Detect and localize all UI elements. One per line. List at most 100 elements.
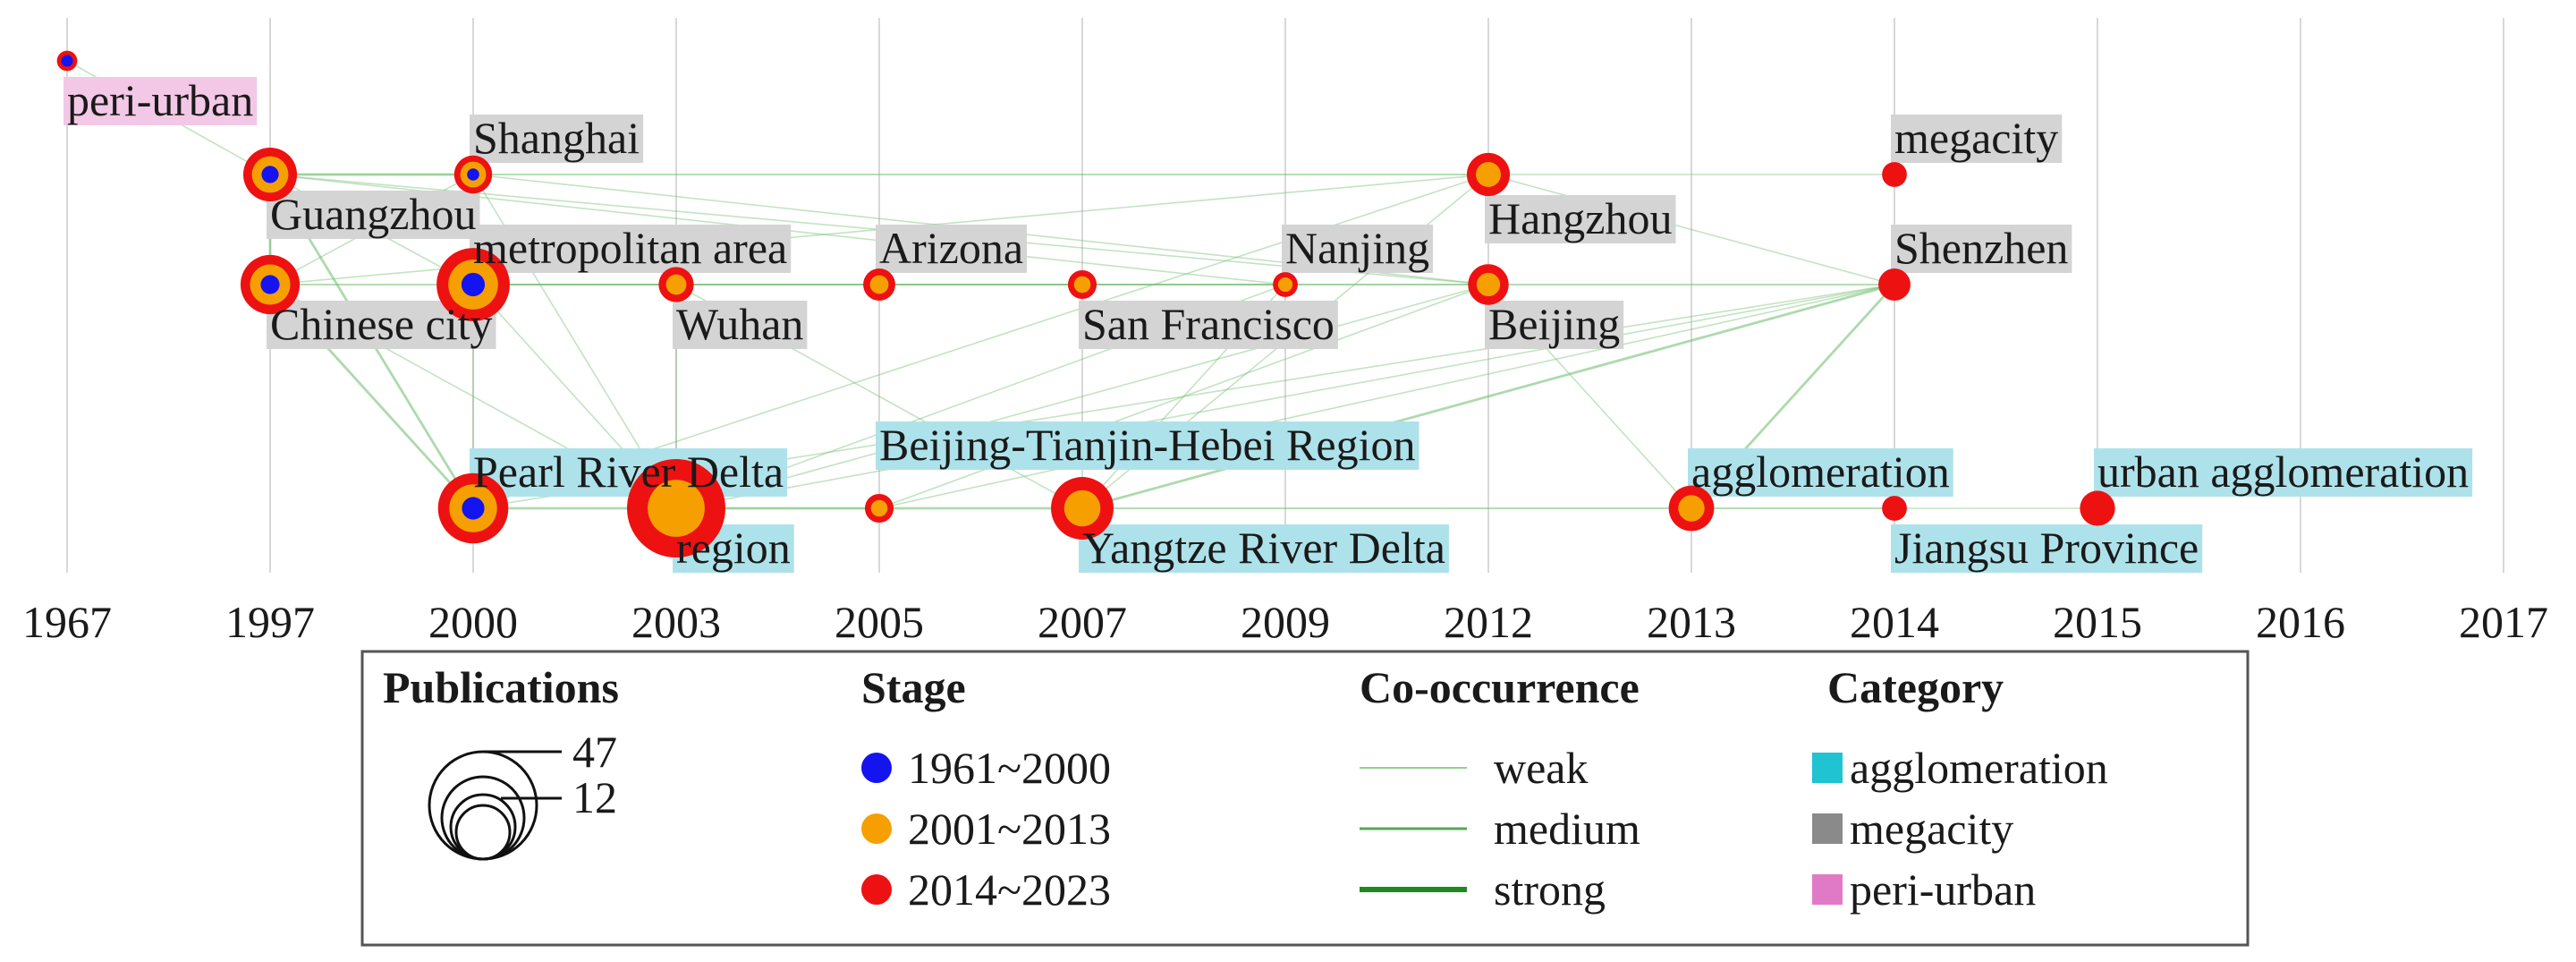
node-ring-2014-2023: [1882, 162, 1907, 187]
keyword-label-nanjing: Nanjing: [1285, 223, 1429, 273]
node-ring-1961-2000: [61, 55, 73, 67]
keyword-node-region: [627, 459, 725, 558]
category-highlight: [470, 448, 788, 497]
size-min-label: 12: [572, 772, 617, 822]
node-ring-1961-2000: [260, 275, 280, 294]
node-ring-2001-2013: [870, 499, 888, 517]
category-highlight: [64, 77, 258, 125]
legend-category-title: Category: [1827, 662, 2004, 712]
year-tick-label: 2015: [2053, 597, 2142, 647]
year-tick-label: 1967: [22, 597, 112, 647]
keyword-node-shenzhen: [1878, 268, 1911, 301]
keyword-node-pearl-river-delta: [437, 472, 509, 544]
cooccurrence-legend: weak medium strong: [1360, 743, 1640, 915]
keyword-label-arizona: Arizona: [879, 223, 1023, 273]
co-occurrence-link: [878, 284, 1489, 509]
keyword-label-region: region: [676, 523, 791, 573]
keyword-node-hangzhou: [1466, 152, 1511, 197]
keyword-label-shenzhen: Shenzhen: [1894, 223, 2068, 273]
node-ring-2001-2013: [665, 274, 687, 295]
keyword-node-bth-region: [864, 493, 894, 524]
category-swatch: [1812, 813, 1843, 844]
node-ring-1961-2000: [461, 272, 486, 297]
category-swatch: [1812, 753, 1843, 783]
stage-label: 2001~2013: [908, 804, 1111, 854]
keyword-node-wuhan: [658, 267, 694, 302]
year-axis: 1967 1997 2000 2003 2005 2007 2009 2012 2013 2014…: [22, 597, 2548, 647]
stage-swatch: [861, 813, 892, 844]
keyword-node-san-francisco: [1067, 269, 1097, 300]
keyword-label-shanghai: Shanghai: [473, 113, 640, 163]
size-max-label: 47: [572, 727, 617, 777]
legend-stage-title: Stage: [861, 662, 966, 712]
year-tick-label: 2003: [631, 597, 721, 647]
category-highlight: [470, 115, 644, 163]
keyword-label-bth-region: Beijing-Tianjin-Hebei Region: [879, 420, 1416, 470]
node-ring-2014-2023: [2080, 490, 2115, 526]
keyword-node-arizona: [863, 268, 895, 301]
co-occurrence-link: [878, 284, 1895, 509]
stage-legend: 1961~2000 2001~2013 2014~2023: [861, 743, 1111, 915]
keyword-labels: peri-urban Guangzhou Shanghai Hangzhou megac…: [67, 75, 2469, 573]
year-tick-label: 2000: [428, 597, 518, 647]
node-ring-2001-2013: [1277, 277, 1293, 293]
keyword-node-yangtze-river-delta: [1051, 477, 1114, 540]
keyword-label-agglomeration: agglomeration: [1691, 447, 1950, 497]
keyword-node-urban-agglomeration: [2080, 490, 2115, 526]
category-highlight: [673, 301, 808, 349]
co-occurrence-link: [1081, 283, 1895, 510]
node-ring-1961-2000: [467, 168, 479, 181]
keyword-label-san-francisco: San Francisco: [1082, 299, 1335, 349]
stage-label: 2014~2023: [908, 864, 1111, 915]
node-ring-1961-2000: [462, 497, 485, 520]
year-tick-label: 2017: [2459, 597, 2548, 647]
category-label-backgrounds: [64, 77, 2473, 573]
keyword-label-jiangsu-province: Jiangsu Province: [1894, 523, 2199, 573]
node-ring-1961-2000: [261, 166, 279, 183]
category-highlight: [1079, 301, 1338, 349]
keyword-label-hangzhou: Hangzhou: [1488, 193, 1673, 243]
keyword-nodes: [56, 50, 2115, 558]
keyword-label-beijing: Beijing: [1488, 299, 1620, 349]
co-occurrence-link: [1487, 174, 1895, 285]
category-highlight: [1485, 301, 1624, 349]
year-tick-label: 2013: [1647, 597, 1736, 647]
link-strength-label: strong: [1494, 864, 1606, 915]
node-ring-2001-2013: [1476, 162, 1501, 187]
year-tick-label: 2005: [835, 597, 924, 647]
keyword-node-shanghai: [453, 155, 493, 194]
keyword-node-agglomeration: [1668, 485, 1715, 532]
category-swatch: [1812, 874, 1843, 905]
keyword-label-metropolitan-area: metropolitan area: [473, 223, 787, 273]
node-ring-2001-2013: [1476, 272, 1501, 297]
keyword-label-yangtze-river-delta: Yangtze River Delta: [1082, 523, 1445, 573]
keyword-label-guangzhou: Guangzhou: [270, 189, 477, 239]
keyword-node-nanjing: [1273, 272, 1298, 297]
legend-publications-title: Publications: [383, 662, 619, 712]
category-highlight: [1485, 195, 1676, 243]
category-highlight: [1891, 115, 2063, 163]
co-occurrence-link: [675, 284, 1895, 509]
keyword-node-jiangsu-province: [1882, 496, 1907, 521]
stage-swatch: [861, 874, 892, 905]
keyword-node-metropolitan-area: [436, 248, 510, 321]
year-tick-label: 2007: [1038, 597, 1127, 647]
keyword-label-pearl-river-delta: Pearl River Delta: [473, 447, 784, 497]
legend-cooccurrence-title: Co-occurrence: [1360, 662, 1640, 712]
co-occurrence-link: [675, 284, 1489, 509]
year-tick-label: 2016: [2256, 597, 2345, 647]
keyword-node-megacity: [1882, 162, 1907, 187]
keyword-label-chinese-city: Chinese city: [270, 299, 493, 349]
keyword-node-peri-urban: [56, 50, 78, 72]
link-strength-label: weak: [1494, 743, 1589, 793]
category-highlight: [1282, 225, 1434, 273]
node-ring-2001-2013: [1063, 490, 1101, 527]
category-label: agglomeration: [1850, 743, 2108, 793]
legend-box: [360, 650, 2250, 947]
stage-swatch: [861, 753, 892, 783]
category-highlight: [876, 421, 1419, 470]
category-highlight: [2094, 448, 2473, 497]
